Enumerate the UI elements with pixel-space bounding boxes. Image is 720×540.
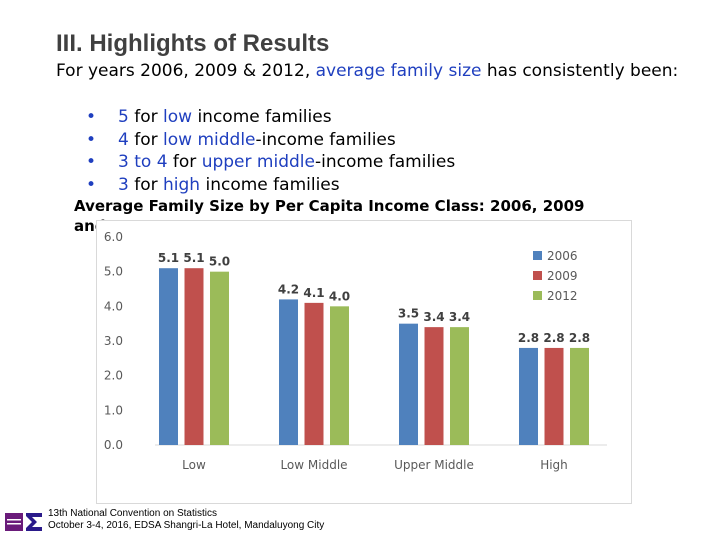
legend-label: 2006 <box>547 249 578 263</box>
x-category-label: Low <box>182 458 206 472</box>
data-label: 4.0 <box>329 289 350 303</box>
legend-label: 2009 <box>547 269 578 283</box>
bullet-rest: income families <box>192 107 332 127</box>
y-tick-label: 4.0 <box>104 299 123 313</box>
bullet-mid: for <box>128 107 164 127</box>
bar <box>330 306 349 445</box>
bullet-class: low middle <box>163 129 256 150</box>
y-tick-label: 5.0 <box>104 265 123 279</box>
footer-text: 13th National Convention on Statistics O… <box>48 508 324 532</box>
data-label: 2.8 <box>543 331 564 345</box>
data-label: 2.8 <box>569 331 590 345</box>
bullet-item: 5 for low income families <box>86 106 455 129</box>
bullet-item: 3 for high income families <box>86 174 455 197</box>
chart-area: 0.0 1.0 2.0 3.0 4.0 5.0 6.0 5.1 5.1 5.0 Low 4.2 4.1 4… <box>96 220 632 504</box>
intro-text: For years 2006, 2009 & 2012, average fam… <box>56 60 706 82</box>
organization-logo <box>5 513 42 531</box>
bullet-rest: income families <box>200 174 340 195</box>
bar <box>450 327 469 445</box>
data-label: 5.1 <box>183 251 204 265</box>
bullet-rest: -income families <box>314 152 456 172</box>
x-category-label: Low Middle <box>280 458 347 472</box>
bullet-item: 4 for low middle-income families <box>86 129 455 152</box>
data-label: 3.4 <box>449 310 470 324</box>
bar <box>570 347 589 445</box>
legend-swatch <box>533 271 542 280</box>
bar <box>544 347 564 445</box>
intro-highlight: average family size <box>315 61 482 81</box>
legend-swatch <box>533 251 542 260</box>
y-tick-label: 6.0 <box>104 230 123 244</box>
data-label: 4.2 <box>278 282 299 296</box>
bullet-mid: for <box>167 152 202 172</box>
bar <box>399 323 418 445</box>
data-label: 4.1 <box>303 286 324 300</box>
bullet-item: 3 to 4 for upper middle-income families <box>86 151 455 174</box>
bar-chart: 0.0 1.0 2.0 3.0 4.0 5.0 6.0 5.1 5.1 5.0 Low 4.2 4.1 4… <box>104 230 607 472</box>
intro-prefix: For years 2006, 2009 & 2012, <box>56 61 316 81</box>
bar <box>519 347 538 445</box>
bullet-class: upper middle <box>201 152 315 172</box>
y-tick-label: 3.0 <box>104 334 123 348</box>
y-tick-label: 1.0 <box>104 403 123 417</box>
slide-title: III. Highlights of Results <box>56 30 330 57</box>
bar <box>184 268 204 445</box>
bullet-class: low <box>163 107 193 127</box>
data-label: 5.0 <box>209 255 230 269</box>
bullet-rest: -income families <box>255 129 396 150</box>
x-category-label: High <box>540 458 568 472</box>
footer-line-1: 13th National Convention on Statistics <box>48 508 217 519</box>
bullet-list: 5 for low income families 4 for low midd… <box>86 106 455 196</box>
bar <box>424 327 444 445</box>
intro-suffix: has consistently been: <box>481 61 679 81</box>
legend-label: 2012 <box>547 289 578 303</box>
bullet-mid: for <box>128 174 164 195</box>
y-tick-label: 0.0 <box>104 438 123 452</box>
bullet-value: 3 to 4 <box>118 152 168 172</box>
bar <box>210 271 229 445</box>
data-label: 3.5 <box>398 307 419 321</box>
bullet-mid: for <box>128 129 164 150</box>
legend-swatch <box>533 291 542 300</box>
data-label: 2.8 <box>518 331 539 345</box>
data-label: 3.4 <box>423 310 444 324</box>
bar <box>304 302 324 445</box>
footer-line-2: October 3-4, 2016, EDSA Shangri-La Hotel… <box>48 520 325 531</box>
bullet-class: high <box>163 174 201 195</box>
y-tick-label: 2.0 <box>104 369 123 383</box>
bar <box>159 268 178 445</box>
bar <box>279 299 298 445</box>
x-category-label: Upper Middle <box>394 458 474 472</box>
bullet-value: 4 <box>118 129 129 150</box>
bullet-value: 3 <box>118 174 129 195</box>
bullet-value: 5 <box>118 107 129 127</box>
data-label: 5.1 <box>158 251 179 265</box>
